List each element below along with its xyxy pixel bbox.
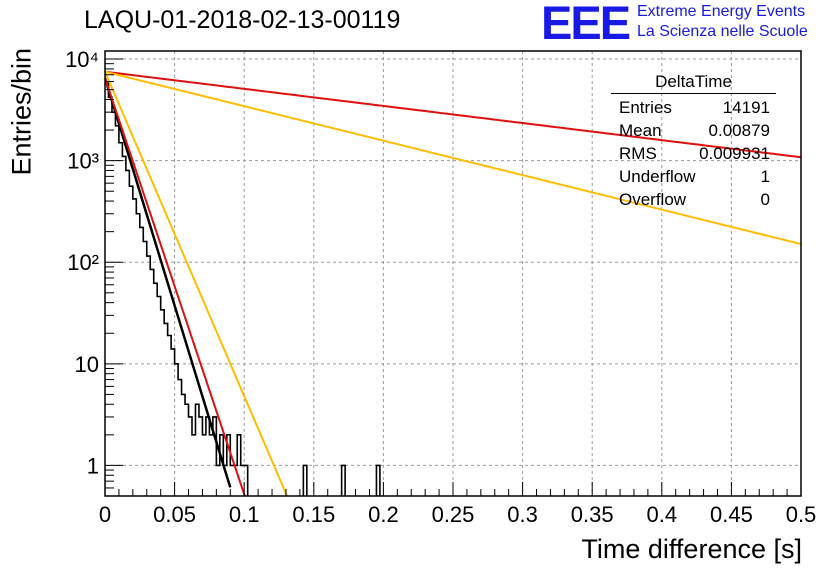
y-tick-label: 10³ (67, 149, 99, 174)
stats-row: Overflow 0 (611, 188, 776, 211)
logo-line-1: Extreme Energy Events (637, 3, 806, 20)
stats-label: RMS (619, 144, 657, 163)
stats-box: DeltaTime Entries 14191 Mean 0.00879 RMS… (611, 72, 776, 211)
x-tick-label: 0.2 (368, 502, 399, 527)
stats-value: 0.00879 (708, 121, 770, 140)
histogram-deltatime (105, 82, 381, 496)
stats-row: RMS 0.009931 (611, 142, 776, 165)
x-tick-label: 0.35 (571, 502, 614, 527)
stats-row: Underflow 1 (611, 165, 776, 188)
stats-value: 0.009931 (699, 144, 770, 163)
x-tick-label: 0.45 (710, 502, 753, 527)
fit-red-flat (105, 70, 801, 159)
x-tick-label: 0.15 (292, 502, 335, 527)
y-tick-label: 10² (67, 250, 99, 275)
x-tick-label: 0.25 (432, 502, 475, 527)
y-tick-label: 1 (87, 453, 99, 478)
y-tick-label: 10 (75, 352, 99, 377)
eee-logo: EEE (541, 0, 631, 49)
fit-orange-flat (105, 70, 801, 246)
stats-title: DeltaTime (611, 72, 776, 94)
fit-red-steep (105, 77, 246, 496)
y-axis-label: Entries/bin (6, 47, 37, 176)
stats-label: Entries (619, 98, 672, 117)
stats-row: Entries 14191 (611, 96, 776, 119)
x-tick-label: 0.05 (153, 502, 196, 527)
x-tick-label: 0.4 (647, 502, 678, 527)
stats-label: Mean (619, 121, 662, 140)
x-tick-label: 0.1 (229, 502, 260, 527)
fit-black (105, 77, 232, 488)
stats-label: Overflow (619, 190, 687, 209)
logo-line-2: La Scienza nelle Scuole (637, 23, 808, 40)
x-tick-label: 0.5 (786, 502, 817, 527)
stats-value: 14191 (722, 98, 770, 117)
y-tick-label: 10⁴ (65, 47, 99, 72)
x-tick-label: 0.3 (507, 502, 538, 527)
x-axis-label: Time difference [s] (581, 534, 802, 564)
stats-label: Underflow (619, 167, 696, 186)
stats-value: 0 (760, 190, 770, 209)
fit-orange-steep (105, 71, 289, 496)
stats-value: 1 (760, 167, 770, 186)
stats-row: Mean 0.00879 (611, 119, 776, 142)
x-tick-label: 0 (99, 502, 111, 527)
plot-title: LAQU-01-2018-02-13-00119 (84, 6, 401, 34)
